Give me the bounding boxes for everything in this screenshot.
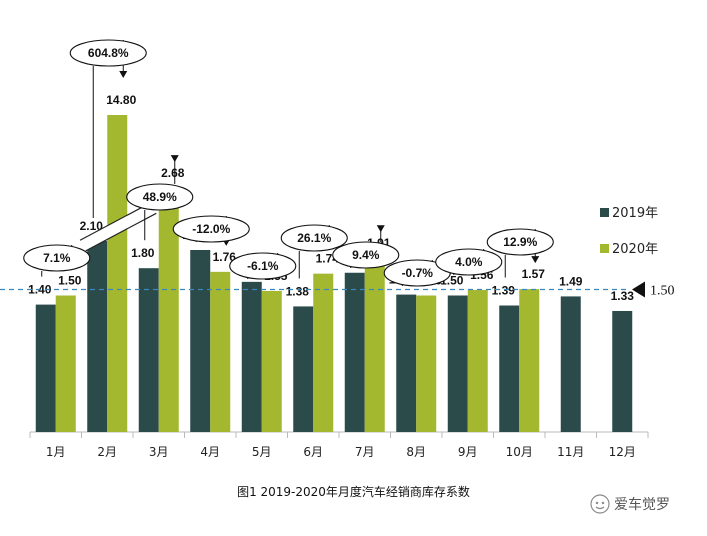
reference-label: 1.50: [650, 284, 675, 299]
watermark: 爱车觉罗: [590, 494, 670, 514]
change-oval: [126, 183, 194, 211]
x-tick-label: 6月: [303, 445, 323, 459]
arrow-head: [531, 256, 540, 264]
arrow-head: [376, 225, 385, 233]
change-label: 26.1%: [297, 231, 331, 245]
bar-2019: [344, 272, 365, 432]
value-label-2019: 1.49: [559, 274, 583, 288]
x-tick-label: 4月: [200, 445, 220, 459]
bar-2020: [519, 289, 540, 432]
bar-2019: [560, 296, 581, 432]
change-oval: [69, 39, 147, 67]
bar-2020: [107, 115, 128, 432]
x-tick-label: 10月: [506, 445, 533, 459]
bar-2019: [499, 305, 520, 432]
bar-2020: [261, 290, 282, 432]
x-tick-label: 3月: [149, 445, 169, 459]
bar-2019: [396, 294, 417, 432]
x-tick-label: 1月: [46, 445, 66, 459]
change-label: 4.0%: [455, 255, 483, 269]
x-tick-label: 8月: [406, 445, 426, 459]
value-label-2019: 2.10: [80, 219, 104, 233]
arrow-head: [170, 155, 179, 163]
value-label-2019: 1.80: [131, 246, 155, 260]
change-oval: [280, 224, 348, 252]
change-oval: [229, 252, 297, 280]
value-label-2019: 1.38: [286, 284, 310, 298]
bar-2019: [447, 295, 468, 432]
bar-2020: [416, 295, 437, 432]
change-label: -0.7%: [402, 266, 434, 280]
change-oval: [435, 248, 503, 276]
watermark-text: 爱车觉罗: [614, 497, 670, 513]
bar-2019: [35, 304, 56, 432]
change-oval: [23, 244, 91, 272]
change-oval: [486, 228, 554, 256]
value-label-2020: 1.76: [213, 250, 237, 264]
change-label: -12.0%: [192, 222, 230, 236]
bar-2019: [293, 306, 314, 432]
bar-2020: [158, 188, 179, 432]
value-label-2020: 1.50: [58, 274, 82, 288]
legend-swatch: [600, 208, 609, 217]
bar-2020: [364, 258, 385, 432]
change-oval: [172, 215, 250, 243]
value-label-2020: 2.68: [161, 166, 185, 180]
bar-2020: [313, 273, 334, 432]
change-oval: [332, 241, 400, 269]
change-label: 9.4%: [352, 248, 380, 262]
value-label-2020: 1.57: [522, 267, 546, 281]
value-label-2019: 1.33: [611, 289, 635, 303]
legend-label: 2020年: [612, 242, 658, 257]
change-label: -6.1%: [247, 259, 279, 273]
change-label: 604.8%: [88, 46, 129, 60]
x-tick-label: 9月: [458, 445, 478, 459]
bar-2019: [87, 240, 108, 432]
reference-arrow: [632, 281, 645, 298]
value-label-2019: 1.39: [492, 284, 516, 298]
wechat-icon: [590, 494, 610, 514]
legend-label: 2019年: [612, 206, 658, 221]
bar-2020: [210, 271, 231, 432]
bar-2019: [612, 310, 633, 432]
change-label: 48.9%: [143, 190, 177, 204]
legend-swatch: [600, 244, 609, 253]
bar-2019: [138, 268, 159, 432]
change-label: 7.1%: [43, 251, 71, 265]
x-tick-label: 11月: [557, 445, 584, 459]
axis-break-line: [79, 202, 151, 241]
axis-break-gap: [80, 202, 157, 251]
change-label: 12.9%: [503, 235, 537, 249]
x-tick-label: 12月: [609, 445, 636, 459]
bar-2020: [467, 290, 488, 432]
arrow-head: [119, 71, 128, 78]
x-tick-label: 2月: [97, 445, 117, 459]
x-tick-label: 7月: [355, 445, 375, 459]
bar-2019: [190, 250, 211, 432]
x-tick-label: 5月: [252, 445, 272, 459]
bar-2020: [55, 295, 76, 432]
chart-caption: 图1 2019-2020年月度汽车经销商库存系数: [237, 485, 470, 499]
value-label-2020: 14.80: [106, 93, 136, 107]
bar-2019: [241, 281, 262, 432]
